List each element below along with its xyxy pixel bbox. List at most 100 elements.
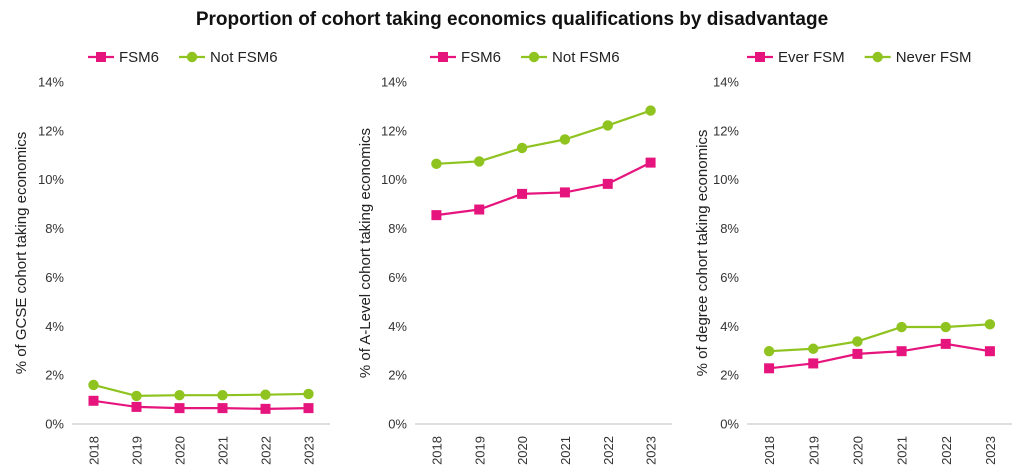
data-point <box>808 343 819 354</box>
data-point <box>217 403 228 414</box>
y-tick-label: 14% <box>381 75 407 90</box>
data-point <box>217 389 228 401</box>
data-point <box>808 358 819 369</box>
legend-label: Ever FSM <box>778 49 845 66</box>
y-tick-label: 4% <box>388 319 407 334</box>
data-point <box>474 156 485 167</box>
data-point <box>984 319 996 330</box>
x-tick-label: 2021 <box>216 436 231 465</box>
chart-panels: 0% 2% 4% 6% 8% 10% 12% 14% 2018 2019 2020 2021 2022 2… <box>13 49 1012 465</box>
chart-panel-2: 0% 2% 4% 6% 8% 10% 12% 14% 2018 2019 2020 2021 2022 2… <box>357 49 672 465</box>
y-tick-label: 10% <box>381 172 407 187</box>
data-point <box>764 363 775 374</box>
data-point <box>852 336 863 347</box>
x-tick-label: 2023 <box>302 436 317 465</box>
data-point <box>131 401 142 412</box>
legend-label: Not FSM6 <box>210 49 278 66</box>
legend-label: FSM6 <box>119 49 159 66</box>
legend-item: FSM6 <box>88 49 159 66</box>
data-point <box>896 346 907 357</box>
x-tick-label: 2019 <box>472 436 487 465</box>
y-tick-label: 4% <box>45 319 64 334</box>
y-tick-label: 10% <box>713 172 739 187</box>
y-tick-label: 6% <box>720 270 739 285</box>
data-point <box>260 403 271 414</box>
data-point <box>559 187 570 198</box>
y-axis-label: % of degree cohort taking economics <box>694 130 711 377</box>
data-point <box>559 134 571 145</box>
data-point <box>303 403 314 414</box>
x-tick-label: 2019 <box>806 436 821 465</box>
legend-label: Never FSM <box>896 49 972 66</box>
data-point <box>88 395 99 406</box>
chart-panel-3: 0% 2% 4% 6% 8% 10% 12% 14% 2018 2019 2020 2021 2022 2… <box>694 49 1012 465</box>
y-tick-label: 2% <box>45 368 64 383</box>
y-axis-label: % of GCSE cohort taking economics <box>13 132 30 375</box>
chart-panel-1: 0% 2% 4% 6% 8% 10% 12% 14% 2018 2019 2020 2021 2022 2… <box>13 49 330 465</box>
y-tick-label: 12% <box>381 123 407 138</box>
y-tick-label: 6% <box>388 270 407 285</box>
legend-marker <box>96 52 106 62</box>
chart-title: Proportion of cohort taking economics qu… <box>196 9 828 30</box>
legend-marker <box>755 52 765 62</box>
data-point <box>852 348 863 359</box>
data-point <box>431 210 442 221</box>
legend-marker <box>528 51 540 63</box>
data-point <box>517 188 528 199</box>
x-tick-label: 2021 <box>558 436 573 465</box>
series-line <box>436 109 651 165</box>
legend-label: FSM6 <box>461 49 501 66</box>
y-tick-label: 8% <box>720 221 739 236</box>
y-tick-label: 8% <box>388 221 407 236</box>
y-tick-label: 14% <box>713 75 739 90</box>
x-tick-label: 2018 <box>87 436 102 465</box>
y-tick-label: 0% <box>388 417 407 432</box>
data-point <box>303 388 314 400</box>
legend-item: FSM6 <box>430 49 501 66</box>
y-tick-label: 10% <box>38 172 64 187</box>
data-point <box>516 142 528 154</box>
x-tick-label: 2018 <box>429 436 444 465</box>
series-line <box>769 323 990 353</box>
legend-item: Not FSM6 <box>521 49 620 66</box>
data-point <box>174 403 185 414</box>
x-tick-label: 2020 <box>515 436 530 465</box>
data-point <box>88 379 99 391</box>
y-tick-label: 0% <box>45 417 64 432</box>
x-tick-label: 2022 <box>601 436 616 465</box>
x-tick-label: 2021 <box>895 436 910 465</box>
y-tick-label: 2% <box>388 368 407 383</box>
x-tick-label: 2022 <box>259 436 274 465</box>
series-line <box>436 161 652 217</box>
y-tick-label: 8% <box>45 221 64 236</box>
series-line <box>93 399 309 410</box>
series-line <box>768 342 991 370</box>
y-tick-label: 6% <box>45 270 64 285</box>
legend-marker <box>186 51 198 63</box>
data-point <box>431 158 442 170</box>
legend-label: Not FSM6 <box>552 49 620 66</box>
series-line <box>93 383 309 398</box>
data-point <box>260 389 271 400</box>
legend-item: Ever FSM <box>747 49 845 66</box>
data-point <box>763 346 775 357</box>
data-point <box>645 105 656 116</box>
data-point <box>474 204 485 215</box>
data-point <box>984 346 995 357</box>
y-tick-label: 12% <box>38 123 64 138</box>
x-tick-label: 2018 <box>762 436 777 465</box>
data-point <box>645 157 656 168</box>
data-point <box>602 178 613 189</box>
x-tick-label: 2022 <box>939 436 954 465</box>
legend-marker <box>872 51 883 63</box>
data-point <box>602 120 613 131</box>
y-tick-label: 12% <box>713 123 739 138</box>
y-tick-label: 0% <box>720 417 739 432</box>
y-tick-label: 4% <box>720 319 739 334</box>
legend-item: Not FSM6 <box>179 49 278 66</box>
data-point <box>940 321 951 333</box>
legend-marker <box>438 52 448 62</box>
data-point <box>940 338 951 349</box>
x-tick-label: 2023 <box>644 436 659 465</box>
